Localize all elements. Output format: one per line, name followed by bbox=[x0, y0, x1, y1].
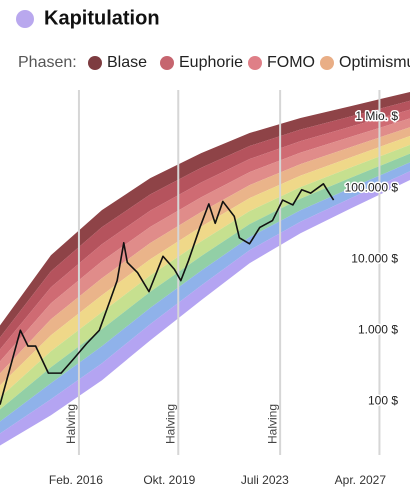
labels: Halving Halving Halving 100 $ 1.000 $ 10.000 … bbox=[49, 108, 400, 487]
header: Kapitulation Phasen: Blase Euphorie FOMO Op… bbox=[16, 7, 410, 71]
rainbow-band bbox=[0, 162, 410, 434]
legend-swatch bbox=[248, 56, 262, 70]
rainbow-band bbox=[0, 171, 410, 446]
price-lines bbox=[0, 183, 335, 405]
chart-title: Kapitulation bbox=[44, 7, 160, 29]
legend-title: Phasen: bbox=[18, 54, 77, 71]
y-tick-label: 1.000 $ bbox=[358, 322, 398, 336]
rainbow-bands bbox=[0, 91, 410, 446]
halving-label: Halving bbox=[64, 404, 78, 444]
x-tick-label: Juli 2023 bbox=[241, 473, 289, 487]
halving-label: Halving bbox=[163, 404, 177, 444]
y-tick-label: 100 $ bbox=[368, 394, 398, 408]
title-marker bbox=[16, 10, 34, 28]
y-tick-label: 1 Mio. $ bbox=[355, 109, 398, 123]
halving-label: Halving bbox=[265, 404, 279, 444]
y-tick-label: 100.000 $ bbox=[345, 180, 399, 194]
legend-label: Optimismus bbox=[339, 54, 410, 71]
legend-swatch bbox=[160, 56, 174, 70]
legend-swatch bbox=[88, 56, 102, 70]
x-tick-label: Apr. 2027 bbox=[335, 473, 387, 487]
legend-label: Blase bbox=[107, 54, 147, 71]
price-line bbox=[0, 183, 335, 405]
x-tick-label: Okt. 2019 bbox=[143, 473, 195, 487]
legend-swatch bbox=[320, 56, 334, 70]
legend-label: FOMO bbox=[267, 54, 315, 71]
legend-label: Euphorie bbox=[179, 54, 243, 71]
x-tick-label: Feb. 2016 bbox=[49, 473, 103, 487]
y-tick-label: 10.000 $ bbox=[351, 251, 398, 265]
grid bbox=[77, 90, 381, 455]
